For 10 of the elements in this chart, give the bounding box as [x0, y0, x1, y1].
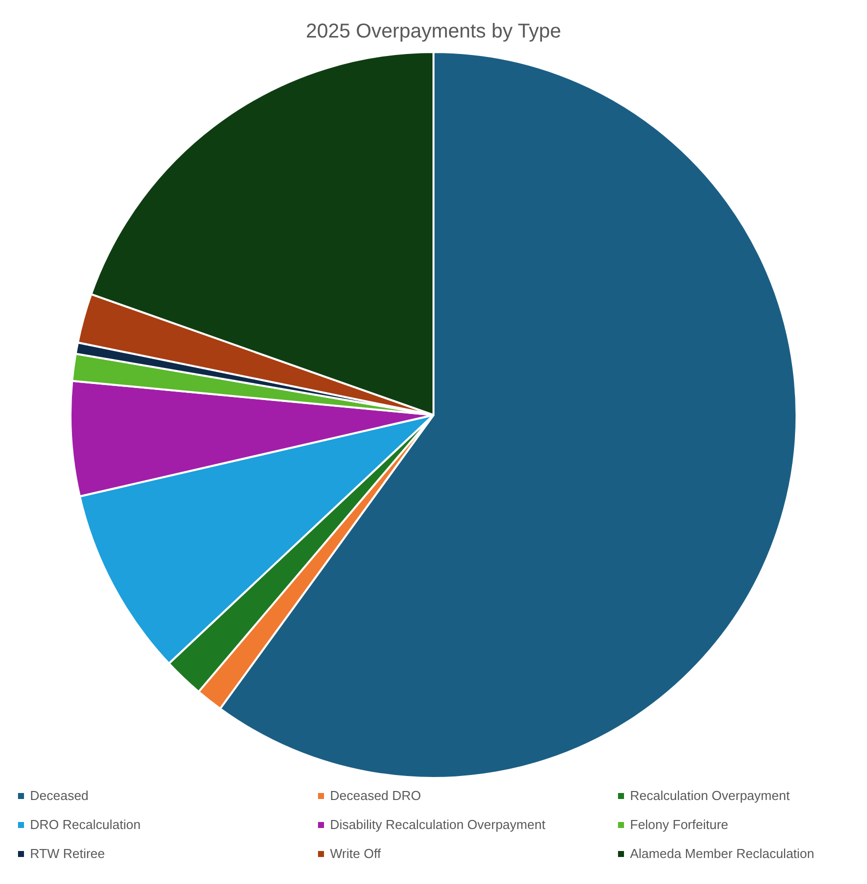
legend-label: DRO Recalculation [30, 817, 141, 832]
legend-label: Write Off [330, 846, 381, 861]
legend-label: Disability Recalculation Overpayment [330, 817, 546, 832]
legend-label: RTW Retiree [30, 846, 105, 861]
legend-label: Recalculation Overpayment [630, 788, 790, 803]
legend-label: Alameda Member Reclaculation [630, 846, 814, 861]
legend-label: Deceased [30, 788, 89, 803]
chart-title: 2025 Overpayments by Type [306, 20, 562, 43]
legend-label: Felony Forfeiture [630, 817, 728, 832]
legend-label: Deceased DRO [330, 788, 422, 803]
